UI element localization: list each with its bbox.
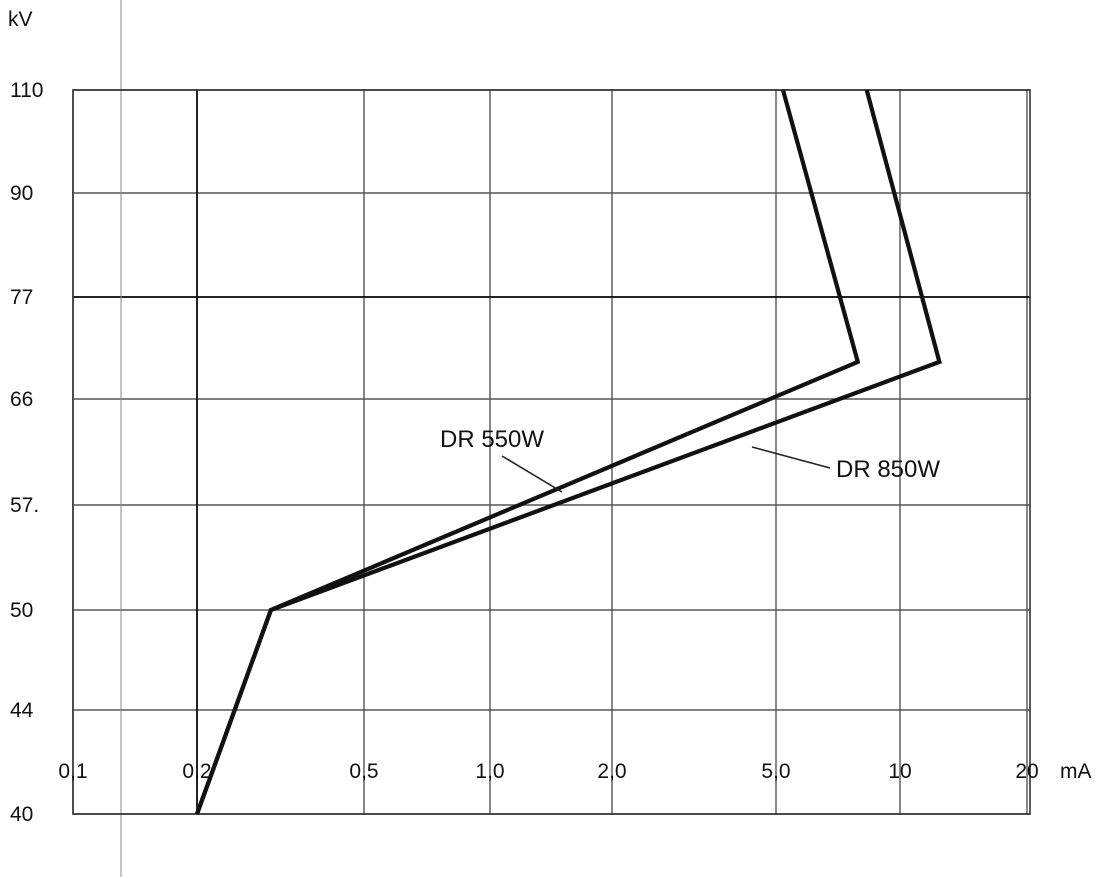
x-tick-labels: 0,1 0,2 0,5 1,0 2,0 5,0 10 20 (58, 760, 1038, 783)
leader-line-dr-550w (501, 455, 563, 493)
plot-frame (72, 89, 1031, 815)
y-tick-label: 66 (10, 388, 33, 411)
series-lines (195, 89, 942, 815)
y-tick-label: 90 (10, 182, 33, 205)
x-tick-label: 20 (1015, 760, 1038, 783)
series-line-dr-850w (195, 89, 942, 815)
reference-lines (73, 0, 1030, 877)
x-tick-label: 0,2 (182, 760, 211, 783)
leader-line-dr-850w (751, 446, 831, 469)
x-tick-label: 0,1 (58, 760, 87, 783)
x-tick-label: 2,0 (597, 760, 626, 783)
y-tick-label: 40 (10, 803, 33, 826)
x-tick-label: 5,0 (761, 760, 790, 783)
x-tick-label: 10 (888, 760, 911, 783)
y-tick-label: 57. (10, 494, 39, 517)
series-label-dr-850w: DR 850W (836, 456, 940, 483)
y-tick-labels: 40 44 50 57. 66 77 90 110 (10, 79, 43, 826)
x-tick-label: 0,5 (349, 760, 378, 783)
y-tick-label: 77 (10, 286, 33, 309)
x-tick-label: 1,0 (475, 760, 504, 783)
series-label-dr-550w: DR 550W (440, 426, 544, 453)
series-labels: DR 550W DR 850W (440, 426, 940, 493)
y-tick-label: 44 (10, 699, 34, 722)
y-tick-label: 50 (10, 599, 33, 622)
grid (72, 89, 1030, 815)
y-tick-label: 110 (10, 79, 43, 102)
y-axis-unit-label: kV (8, 8, 33, 31)
x-axis-unit-label: mA (1060, 760, 1092, 783)
